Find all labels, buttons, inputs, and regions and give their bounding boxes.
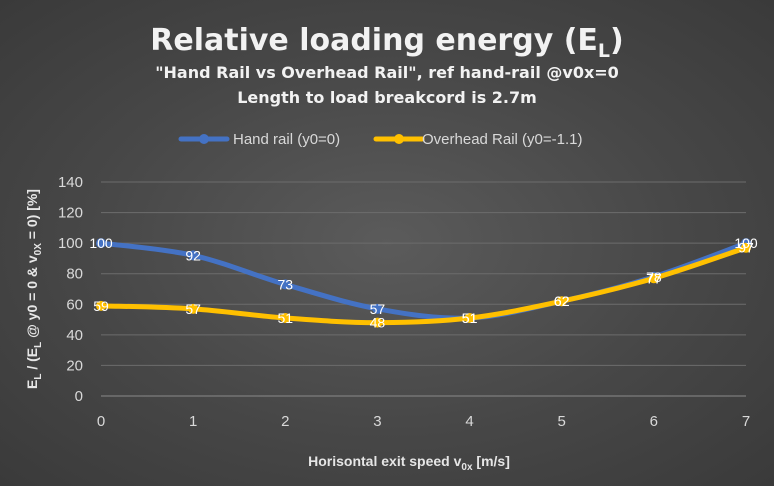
x-axis-title: Horisontal exit speed v0x [m/s]	[308, 453, 510, 473]
data-label: 77	[646, 270, 662, 286]
y-tick-label: 80	[66, 266, 83, 283]
y-axis-ticks: 0 20 40 60 80 100 120 140	[58, 174, 83, 405]
legend: Hand rail (y0=0) Overhead Rail (y0=-1.1)	[178, 131, 583, 148]
x-tick-label: 4	[465, 413, 473, 430]
y-axis-title: EL / (EL @ y0 = 0 & v0X = 0) [%]	[24, 189, 44, 389]
x-tick-label: 5	[558, 413, 566, 430]
y-tick-label: 100	[58, 235, 83, 252]
y-tick-label: 40	[66, 327, 83, 344]
data-label: 57	[370, 301, 386, 317]
x-axis-ticks: 0 1 2 3 4 5 6 7	[97, 413, 750, 430]
data-point	[188, 250, 199, 261]
data-label: 78	[646, 269, 662, 285]
legend-marker-overhead-rail	[394, 134, 404, 144]
y-tick-label: 60	[66, 296, 83, 313]
series-line-1	[98, 245, 749, 326]
chart-subtitle-line2: Length to load breakcord is 2.7m	[237, 88, 537, 107]
series-lines	[96, 238, 751, 328]
data-point	[648, 273, 659, 284]
data-label: 92	[185, 247, 201, 263]
legend-item-overhead-rail: Overhead Rail (y0=-1.1)	[373, 131, 583, 148]
y-axis-title-p2-sub: L	[33, 342, 44, 348]
y-tick-label: 20	[66, 357, 83, 374]
data-point	[556, 296, 567, 307]
y-tick-label: 140	[58, 174, 83, 191]
data-point	[96, 238, 106, 249]
y-axis-title-p4: = 0) [%]	[24, 189, 40, 243]
data-label: 62	[554, 293, 570, 309]
data-point	[372, 303, 383, 314]
data-label: 51	[462, 310, 478, 326]
chart-title-subscript: L	[598, 40, 610, 62]
data-point	[96, 300, 106, 311]
legend-label-overhead-rail: Overhead Rail (y0=-1.1)	[422, 131, 583, 148]
x-tick-label: 2	[281, 413, 289, 430]
y-tick-label: 0	[75, 388, 83, 405]
y-axis-title-p3: @ y0 = 0 & v	[24, 255, 40, 342]
data-label: 48	[370, 315, 386, 331]
data-label: 59	[93, 298, 109, 314]
chart-title: Relative loading energy (EL)	[150, 23, 623, 62]
data-point	[741, 242, 751, 253]
data-label: 100	[734, 235, 758, 251]
x-axis-title-main: Horisontal exit speed v	[308, 453, 461, 469]
data-point	[464, 313, 475, 324]
y-axis-title-p2: / (E	[24, 348, 40, 374]
chart-subtitle-line1: "Hand Rail vs Overhead Rail", ref hand-r…	[155, 63, 619, 82]
data-label: 51	[462, 310, 478, 326]
data-point	[188, 303, 199, 314]
y-axis-title-p1: E	[24, 380, 40, 389]
chart-title-end: )	[610, 23, 624, 58]
gridlines	[101, 181, 746, 397]
data-label: 51	[277, 310, 293, 326]
data-label: 100	[89, 235, 113, 251]
data-label: 57	[185, 301, 201, 317]
y-axis-title-p3-sub: 0X	[33, 243, 44, 256]
legend-label-hand-rail: Hand rail (y0=0)	[233, 131, 340, 148]
x-axis-title-end: [m/s]	[473, 453, 510, 469]
x-tick-label: 0	[97, 413, 105, 430]
y-axis-title-p1-sub: L	[33, 374, 44, 380]
x-tick-label: 1	[189, 413, 197, 430]
data-label: 62	[554, 293, 570, 309]
data-point	[372, 317, 383, 328]
data-label: 97	[738, 240, 754, 256]
legend-marker-hand-rail	[199, 134, 209, 144]
x-tick-label: 7	[742, 413, 750, 430]
data-point	[280, 313, 291, 324]
y-tick-label: 120	[58, 205, 83, 222]
x-tick-label: 3	[373, 413, 381, 430]
chart-title-main: Relative loading energy (E	[150, 23, 598, 58]
legend-item-hand-rail: Hand rail (y0=0)	[178, 131, 340, 148]
data-label: 73	[277, 276, 293, 292]
x-axis-title-subscript: 0x	[461, 462, 473, 473]
data-point	[280, 279, 291, 290]
x-tick-label: 6	[650, 413, 658, 430]
